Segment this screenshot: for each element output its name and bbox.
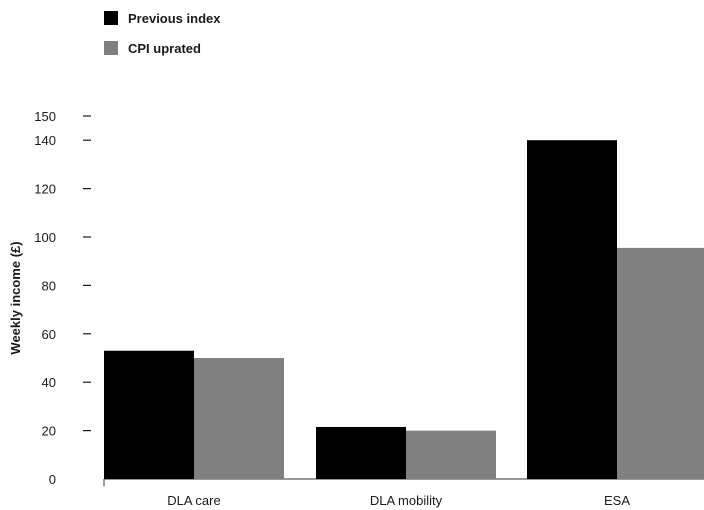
y-tick-label: 60 [42,327,56,342]
axes [103,478,704,486]
bar-previous-index-dla-mobility [316,426,406,479]
legend-label-cpi-uprated: CPI uprated [128,40,201,56]
y-tick-label: 140 [34,133,56,148]
legend-swatch-previous-index [104,11,118,25]
y-tick-label: 150 [34,109,56,124]
y-axis-label: Weekly income (£) [8,241,23,354]
x-tick-labels: DLA care DLA mobility ESA [167,493,630,508]
x-tick-label: DLA care [167,493,220,508]
bar-cpi-uprated-esa [617,247,704,479]
y-tick-label: 0 [49,472,56,487]
bar-previous-index-esa [527,140,617,479]
legend-label-previous-index: Previous index [128,10,221,26]
y-tick-label: 20 [42,424,56,439]
legend-item-previous-index: Previous index [104,10,220,26]
y-tick-labels: 0 20 40 60 80 100 120 140 150 [34,109,91,487]
x-tick-label: DLA mobility [370,493,443,508]
chart-legend: Previous index CPI uprated [104,10,220,70]
legend-swatch-cpi-uprated [104,41,118,55]
x-tick-label: ESA [604,493,630,508]
bars [104,140,704,479]
bar-cpi-uprated-dla-mobility [406,430,496,479]
legend-item-cpi-uprated: CPI uprated [104,40,220,56]
bar-previous-index-dla-care [104,350,194,479]
bar-cpi-uprated-dla-care [194,358,284,479]
y-tick-label: 100 [34,230,56,245]
y-tick-label: 80 [42,278,56,293]
y-tick-label: 40 [42,375,56,390]
y-tick-label: 120 [34,182,56,197]
